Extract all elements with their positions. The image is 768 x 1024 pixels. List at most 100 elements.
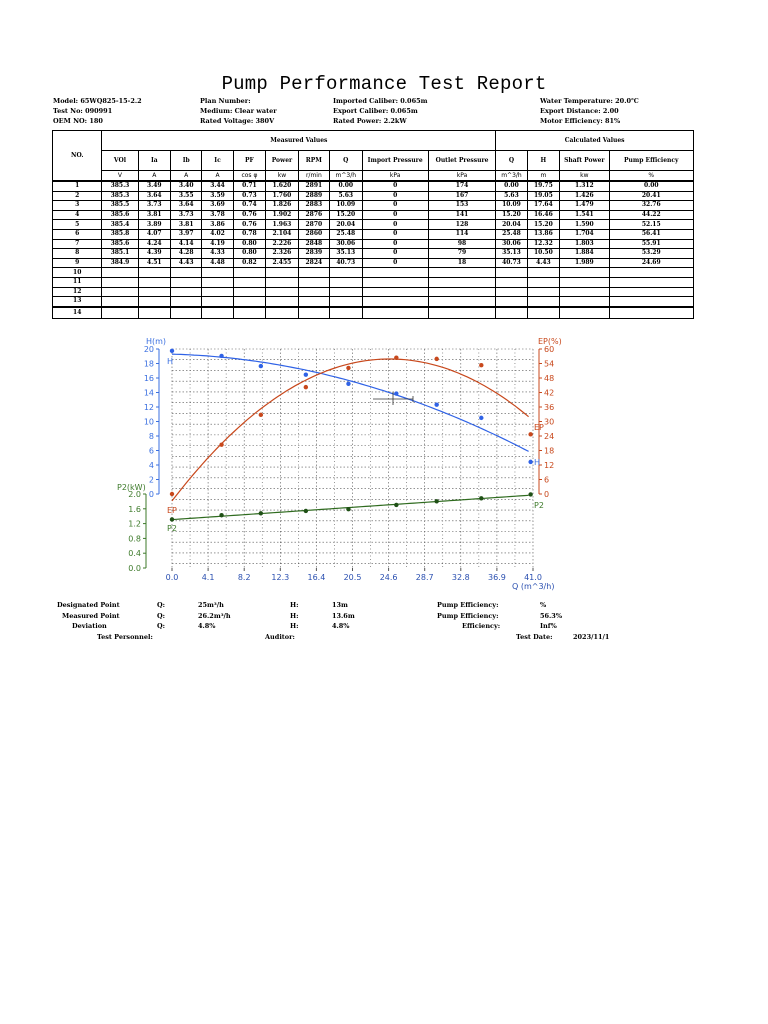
table-cell: 0.80 [232, 238, 267, 250]
table-cell [495, 305, 528, 320]
rated-voltage-field: Rated Voltage: 380V [200, 117, 275, 125]
table-cell: 4.14 [170, 238, 203, 250]
table-cell: 53.29 [608, 248, 695, 259]
svg-text:0.4: 0.4 [128, 549, 141, 558]
svg-text:0.8: 0.8 [128, 534, 141, 543]
table-cell: 0 [361, 179, 429, 192]
table-cell [297, 305, 331, 320]
svg-text:36.9: 36.9 [488, 573, 506, 582]
table-cell: 17.64 [526, 200, 561, 211]
water-temperature-field: Water Temperature: 20.0℃ [540, 97, 639, 105]
table-cell: 30.06 [495, 238, 528, 250]
table-cell: 24.69 [608, 257, 695, 269]
row-number: 4 [51, 209, 103, 221]
svg-text:18: 18 [544, 447, 554, 456]
col-header: Import Pressure [361, 150, 429, 171]
table-cell: 0 [361, 219, 429, 230]
svg-text:41.0: 41.0 [524, 573, 542, 582]
svg-text:0: 0 [544, 490, 549, 499]
q-label: Q: [157, 612, 166, 620]
imported-caliber-field: Imported Caliber: 0.065m [333, 97, 428, 105]
measured-q-value: 26.2m³/h [198, 612, 231, 620]
table-cell: 3.81 [137, 209, 172, 221]
unit-cell: m^3/h [329, 170, 363, 182]
table-cell: 30.06 [329, 238, 363, 250]
table-cell: 10.09 [329, 200, 363, 211]
unit-cell: cos φ [232, 170, 267, 182]
table-cell [265, 267, 299, 278]
table-cell: 4.43 [170, 257, 203, 269]
table-cell: 3.64 [137, 190, 172, 202]
p2-label-end: P2 [534, 501, 544, 510]
table-cell [608, 286, 695, 298]
unit-cell: kPa [427, 170, 497, 182]
table-cell: 114 [427, 228, 497, 240]
table-cell [265, 286, 299, 298]
table-cell: 1.826 [265, 200, 299, 211]
table-row: 8 385.1 4.39 4.28 4.33 0.80 2.326 2839 35.13 0 79 3… [51, 248, 695, 259]
table-cell: 98 [427, 238, 497, 250]
table-cell [495, 286, 528, 298]
table-cell [427, 305, 497, 320]
svg-text:0.0: 0.0 [128, 564, 141, 573]
table-cell: 2824 [297, 257, 331, 269]
unit-cell: V [101, 170, 139, 182]
h-curve [171, 353, 529, 452]
table-cell: 1.902 [265, 209, 299, 221]
table-cell: 3.49 [137, 179, 172, 192]
table-cell [232, 267, 267, 278]
table-cell: 385.3 [101, 179, 139, 192]
svg-text:36: 36 [544, 403, 554, 412]
table-cell: 0 [361, 248, 429, 259]
table-cell: 20.04 [495, 219, 528, 230]
table-cell [559, 305, 610, 320]
table-cell: 385.3 [101, 190, 139, 202]
svg-text:54: 54 [544, 360, 554, 369]
table-cell [495, 276, 528, 288]
table-cell [559, 296, 610, 308]
table-cell [201, 267, 234, 278]
table-cell [137, 286, 172, 298]
deviation-label: Deviation [72, 622, 107, 630]
col-header: Q [329, 150, 363, 171]
table-cell: 1.541 [559, 209, 610, 221]
table-cell: 1.704 [559, 228, 610, 240]
table-cell: 2870 [297, 219, 331, 230]
calculated-values-header: Calculated Values [495, 130, 694, 151]
svg-text:1.6: 1.6 [128, 505, 141, 514]
table-cell: 4.33 [201, 248, 234, 259]
ep-curve [171, 358, 529, 502]
row-number: 3 [51, 200, 103, 211]
table-cell [137, 296, 172, 308]
table-cell: 3.81 [170, 219, 203, 230]
table-cell: 3.97 [170, 228, 203, 240]
table-row: 5 385.4 3.89 3.81 3.86 0.76 1.963 2870 20.04 0 128… [51, 219, 695, 230]
table-cell: 15.20 [495, 209, 528, 221]
table-cell: 19.05 [526, 190, 561, 202]
table-cell: 2891 [297, 179, 331, 192]
rated-power-field: Rated Power: 2.2kW [333, 117, 407, 125]
table-cell: 2876 [297, 209, 331, 221]
table-cell: 1.963 [265, 219, 299, 230]
svg-text:28.7: 28.7 [416, 573, 434, 582]
table-cell [297, 267, 331, 278]
table-cell [427, 276, 497, 288]
table-cell [495, 267, 528, 278]
svg-text:16: 16 [144, 374, 154, 383]
table-cell: 79 [427, 248, 497, 259]
table-row: 3 385.5 3.73 3.64 3.69 0.74 1.826 2883 10.09 0 153… [51, 200, 695, 211]
table-cell: 32.76 [608, 200, 695, 211]
table-cell: 4.51 [137, 257, 172, 269]
table-cell: 141 [427, 209, 497, 221]
table-cell [232, 286, 267, 298]
no-header: NO. [51, 130, 103, 182]
table-cell: 385.5 [101, 200, 139, 211]
test-no-field: Test No: 090991 [53, 107, 113, 115]
table-cell: 2.455 [265, 257, 299, 269]
table-cell: 4.39 [137, 248, 172, 259]
table-cell [608, 276, 695, 288]
svg-text:48: 48 [544, 374, 554, 383]
table-cell [137, 267, 172, 278]
table-cell [361, 296, 429, 308]
col-header: Q [495, 150, 528, 171]
